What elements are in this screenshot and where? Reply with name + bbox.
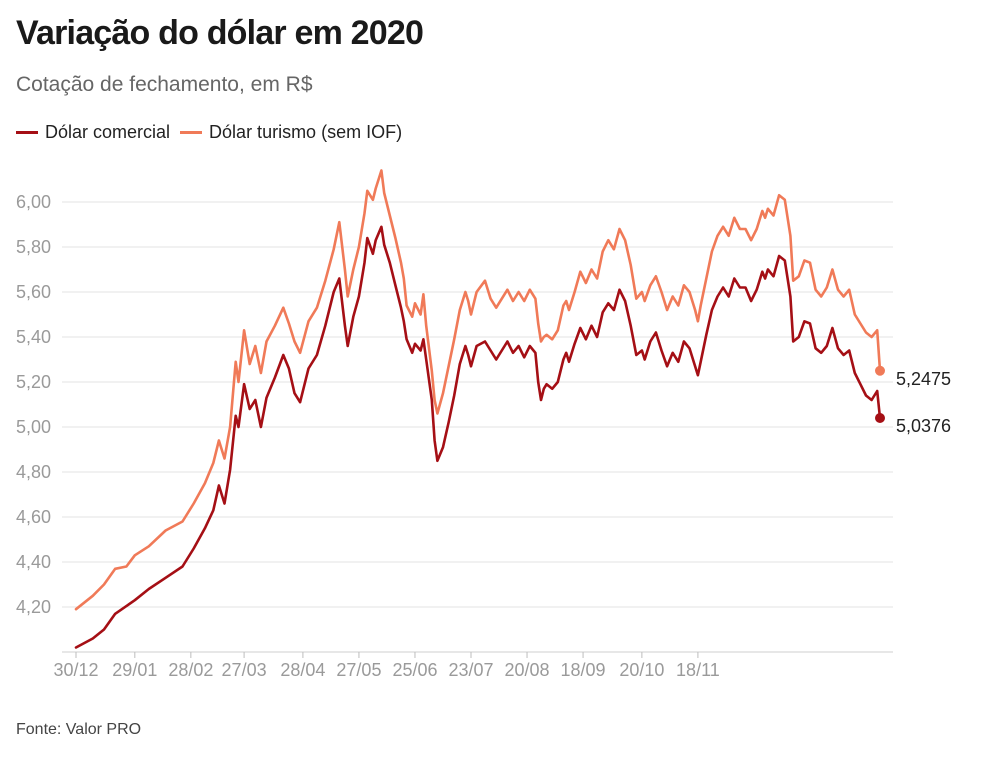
end-dot-turismo — [875, 365, 885, 376]
chart-title: Variação do dólar em 2020 — [16, 14, 424, 52]
y-tick-label: 4,40 — [16, 552, 51, 572]
chart-subtitle: Cotação de fechamento, em R$ — [16, 73, 313, 96]
y-tick-label: 5,20 — [16, 372, 51, 392]
x-tick-label: 27/03 — [222, 660, 267, 680]
x-tick-label: 28/04 — [280, 660, 325, 680]
y-tick-label: 5,80 — [16, 237, 51, 257]
x-tick-label: 30/12 — [53, 660, 98, 680]
x-tick-label: 27/05 — [336, 660, 381, 680]
end-label-turismo: 5,2475 — [896, 369, 951, 389]
legend-item-comercial: Dólar comercial — [16, 122, 170, 143]
x-tick-label: 20/08 — [505, 660, 550, 680]
legend-item-turismo: Dólar turismo (sem IOF) — [180, 122, 402, 143]
series-line-turismo — [74, 169, 882, 611]
legend-label-comercial: Dólar comercial — [45, 122, 171, 142]
source-note: Fonte: Valor PRO — [16, 721, 142, 738]
y-tick-label: 5,40 — [16, 327, 51, 347]
end-dot-comercial — [875, 413, 885, 423]
y-tick-label: 5,60 — [16, 282, 51, 302]
x-tick-label: 23/07 — [448, 660, 493, 680]
x-tick-label: 25/06 — [392, 660, 437, 680]
y-tick-label: 4,20 — [16, 597, 51, 617]
legend-swatch-comercial — [16, 131, 38, 134]
series-lines — [74, 169, 882, 649]
y-tick-label: 6,00 — [16, 192, 51, 212]
x-tick-label: 20/10 — [619, 660, 664, 680]
y-tick-label: 5,00 — [16, 417, 51, 437]
legend-label-turismo: Dólar turismo (sem IOF) — [209, 122, 403, 142]
x-tick-label: 18/11 — [676, 660, 720, 680]
end-markers: 5,2475 5,0376 — [875, 365, 951, 436]
y-tick-label: 4,60 — [16, 507, 51, 527]
x-axis: 30/12 29/01 28/02 27/03 28/04 27/05 25/06 23/07… — [53, 652, 720, 680]
legend: Dólar comercial Dólar turismo (sem IOF) — [16, 122, 412, 143]
x-tick-label: 28/02 — [168, 660, 213, 680]
x-tick-label: 18/09 — [561, 660, 606, 680]
y-axis: 4,20 4,40 4,60 4,80 5,00 5,20 5,40 5,60 5,80 6,00 — [16, 192, 51, 617]
legend-swatch-turismo — [180, 131, 203, 134]
x-tick-label: 29/01 — [112, 660, 157, 680]
y-tick-label: 4,80 — [16, 462, 51, 482]
series-line-comercial — [74, 225, 882, 649]
end-label-comercial: 5,0376 — [896, 416, 951, 436]
